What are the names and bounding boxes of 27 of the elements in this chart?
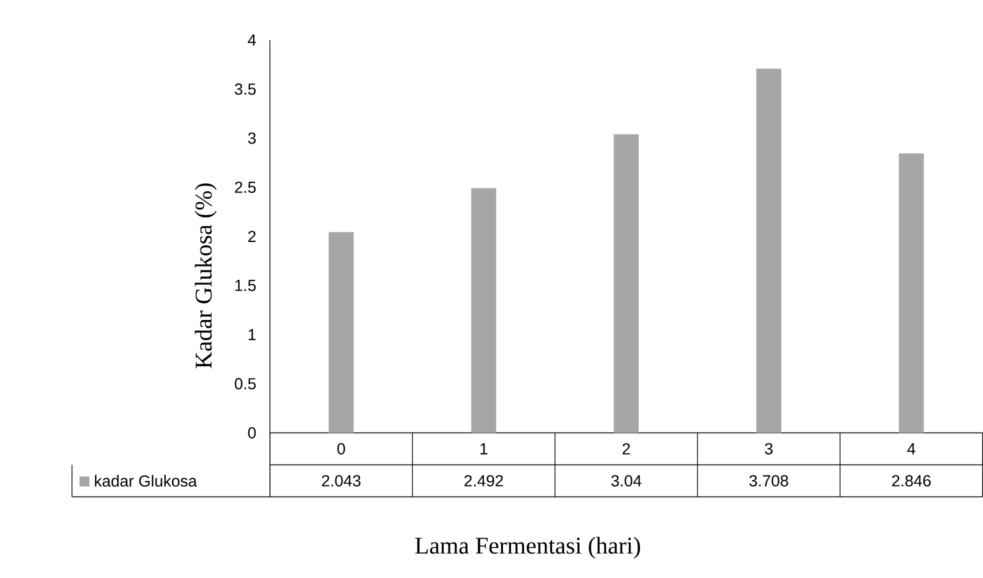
x-axis-title: Lama Fermentasi (hari) — [415, 537, 640, 559]
data-label: 3.708 — [749, 475, 788, 487]
y-tick-label: 3 — [248, 132, 256, 144]
y-tick-label: 1.5 — [235, 280, 256, 292]
legend-label: kadar Glukosa — [95, 475, 198, 487]
y-tick-label: 2 — [248, 230, 256, 242]
data-label: 2.846 — [892, 475, 931, 487]
data-label: 2.043 — [322, 475, 360, 487]
x-tick-label: 3 — [764, 443, 773, 455]
y-tick-label: 0.5 — [234, 378, 256, 390]
y-tick-label: 1 — [248, 329, 256, 340]
bar — [756, 68, 782, 433]
data-label: 3.04 — [611, 475, 642, 487]
y-tick-label: 4 — [248, 34, 256, 46]
y-axis-title: Kadar Glukosa (%) — [194, 184, 217, 368]
x-tick-label: 4 — [907, 443, 916, 454]
x-tick-label: 2 — [622, 443, 630, 455]
x-tick-label: 1 — [480, 443, 488, 454]
data-label: 2.492 — [464, 475, 503, 487]
bar — [614, 134, 639, 433]
bar — [471, 188, 496, 433]
y-tick-label: 2.5 — [234, 182, 256, 194]
x-tick-label: 0 — [337, 443, 345, 455]
y-tick-label: 3.5 — [234, 84, 256, 95]
y-tick-label: 0 — [248, 427, 256, 439]
bar — [898, 153, 924, 433]
bar — [328, 232, 354, 433]
